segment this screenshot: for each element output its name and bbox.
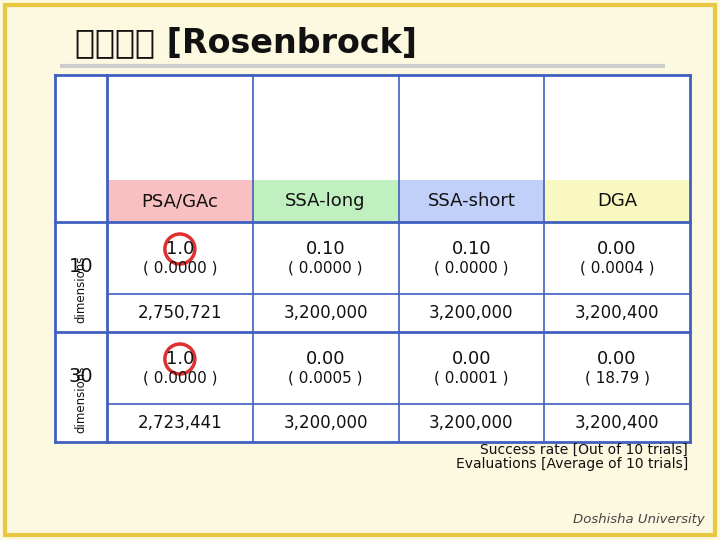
Text: 0.10: 0.10 xyxy=(306,240,346,258)
Text: dimensions: dimensions xyxy=(74,255,88,323)
Text: ( 18.79 ): ( 18.79 ) xyxy=(585,370,649,386)
Text: ( 0.0000 ): ( 0.0000 ) xyxy=(434,260,508,275)
Text: ( 0.0000 ): ( 0.0000 ) xyxy=(143,260,217,275)
Text: 3,200,000: 3,200,000 xyxy=(429,304,513,322)
Text: 2,750,721: 2,750,721 xyxy=(138,304,222,322)
Text: ( 0.0001 ): ( 0.0001 ) xyxy=(434,370,508,386)
Text: 3,200,000: 3,200,000 xyxy=(429,414,513,432)
Text: DGA: DGA xyxy=(597,192,637,210)
Text: PSA/GAc: PSA/GAc xyxy=(141,192,218,210)
Text: SSA-long: SSA-long xyxy=(285,192,366,210)
Text: 0.00: 0.00 xyxy=(451,350,491,368)
FancyBboxPatch shape xyxy=(253,180,398,222)
Text: 30: 30 xyxy=(68,368,94,387)
Text: SSA-short: SSA-short xyxy=(428,192,516,210)
Text: 0.00: 0.00 xyxy=(598,350,637,368)
Text: 3,200,400: 3,200,400 xyxy=(575,304,660,322)
Text: 3,200,000: 3,200,000 xyxy=(284,414,368,432)
Text: ( 0.0005 ): ( 0.0005 ) xyxy=(289,370,363,386)
Text: dimensions: dimensions xyxy=(74,366,88,433)
Text: ( 0.0000 ): ( 0.0000 ) xyxy=(143,370,217,386)
Text: 0.00: 0.00 xyxy=(598,240,637,258)
FancyBboxPatch shape xyxy=(544,180,690,222)
Text: 2,723,441: 2,723,441 xyxy=(138,414,222,432)
Text: ( 0.0000 ): ( 0.0000 ) xyxy=(289,260,363,275)
Text: 1.0: 1.0 xyxy=(166,350,194,368)
Text: ( 0.0004 ): ( 0.0004 ) xyxy=(580,260,654,275)
FancyBboxPatch shape xyxy=(398,180,544,222)
Text: Success rate [Out of 10 trials]: Success rate [Out of 10 trials] xyxy=(480,443,688,457)
FancyBboxPatch shape xyxy=(55,75,690,442)
Text: 3,200,400: 3,200,400 xyxy=(575,414,660,432)
FancyBboxPatch shape xyxy=(107,180,253,222)
Text: 0.00: 0.00 xyxy=(306,350,346,368)
Text: 10: 10 xyxy=(68,258,94,276)
Text: 1.0: 1.0 xyxy=(166,240,194,258)
Text: Evaluations [Average of 10 trials]: Evaluations [Average of 10 trials] xyxy=(456,457,688,471)
Text: 実験結果 [Rosenbrock]: 実験結果 [Rosenbrock] xyxy=(75,26,417,59)
FancyBboxPatch shape xyxy=(5,5,715,535)
Text: Doshisha University: Doshisha University xyxy=(573,514,705,526)
Text: 3,200,000: 3,200,000 xyxy=(284,304,368,322)
Text: 0.10: 0.10 xyxy=(451,240,491,258)
